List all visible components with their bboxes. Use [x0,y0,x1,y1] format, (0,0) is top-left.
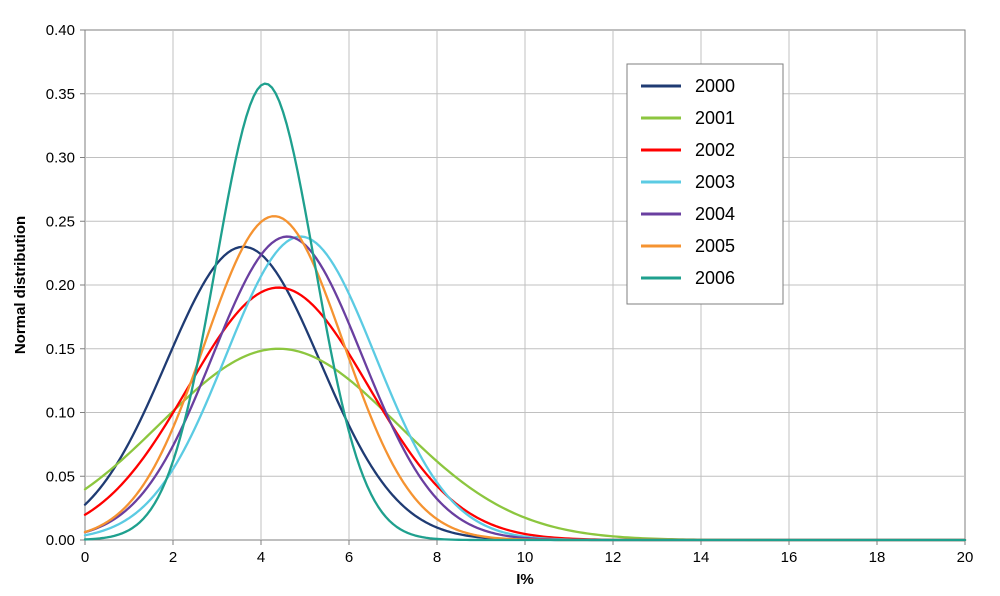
y-tick-label: 0.25 [46,213,75,230]
y-tick-label: 0.10 [46,405,75,422]
y-tick-label: 0.20 [46,277,75,294]
legend-label-2004: 2004 [695,204,735,224]
y-tick-label: 0.40 [46,22,75,39]
x-tick-label: 8 [433,549,441,566]
y-tick-label: 0.30 [46,150,75,167]
x-tick-label: 18 [869,549,886,566]
x-tick-label: 16 [781,549,798,566]
x-axis-label: I% [516,571,534,588]
x-tick-label: 0 [81,549,89,566]
x-tick-label: 12 [605,549,622,566]
x-tick-label: 6 [345,549,353,566]
legend: 2000 2001 2002 2003 2004 2005 2006 [627,64,783,304]
x-tick-label: 2 [169,549,177,566]
y-tick-label: 0.15 [46,341,75,358]
legend-label-2005: 2005 [695,236,735,256]
y-tick-label: 0.05 [46,468,75,485]
normal-distribution-chart: 0.00 0.05 0.10 0.15 0.20 0.25 0.30 0.35 0.40 0 2 4 6… [0,0,1000,596]
legend-label-2006: 2006 [695,268,735,288]
legend-label-2003: 2003 [695,172,735,192]
y-tick-label: 0.35 [46,86,75,103]
y-tick-label: 0.00 [46,532,75,549]
x-tick-label: 20 [957,549,974,566]
legend-label-2002: 2002 [695,140,735,160]
legend-label-2000: 2000 [695,76,735,96]
y-axis-label: Normal distribution [12,216,29,354]
x-tick-label: 14 [693,549,710,566]
chart-svg: 0.00 0.05 0.10 0.15 0.20 0.25 0.30 0.35 0.40 0 2 4 6… [0,0,1000,596]
x-tick-label: 10 [517,549,534,566]
legend-label-2001: 2001 [695,108,735,128]
x-tick-label: 4 [257,549,265,566]
